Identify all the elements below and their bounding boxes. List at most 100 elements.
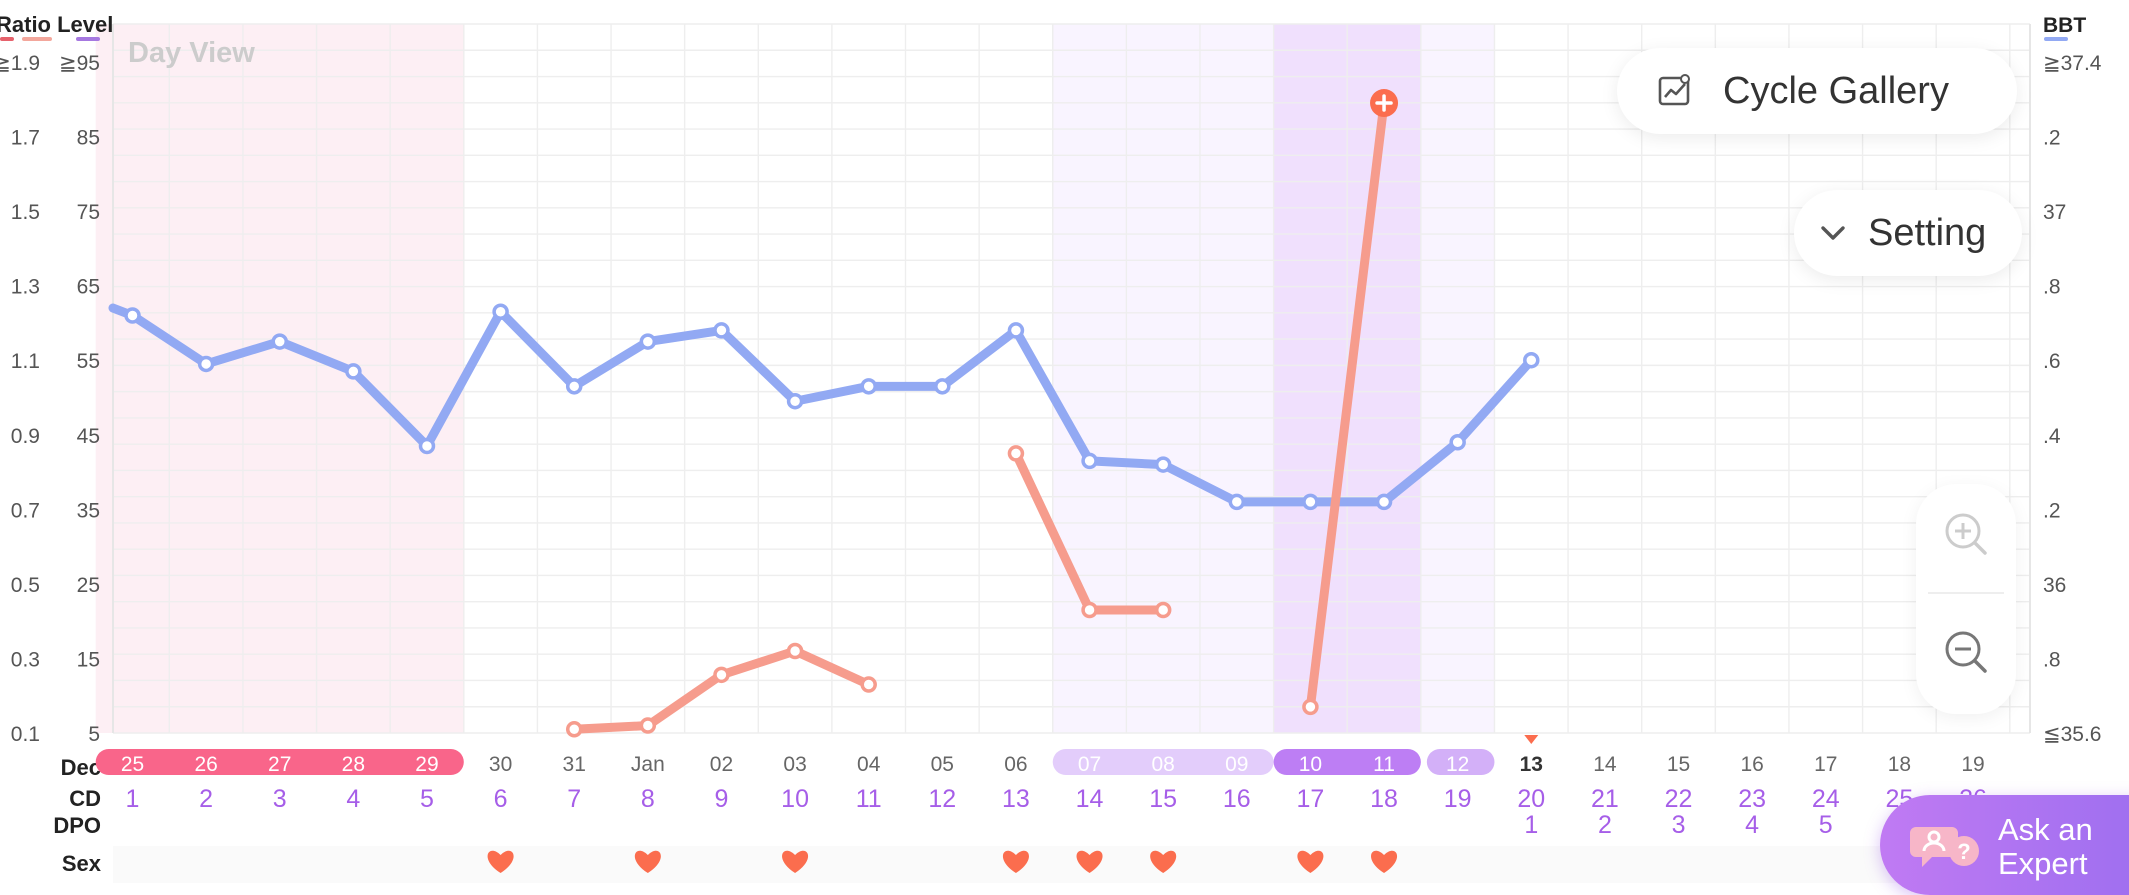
day-label: 28 <box>342 753 365 776</box>
bbt-point <box>1302 493 1319 511</box>
level-point <box>713 666 730 684</box>
level-tick-label: 65 <box>77 276 100 299</box>
day-label: 17 <box>1814 753 1837 776</box>
day-label: 14 <box>1593 753 1617 776</box>
level-tick-label: 45 <box>77 425 100 448</box>
cd-row-label: CD <box>69 786 101 811</box>
ask-expert-line2: Expert <box>1998 846 2088 881</box>
level-point <box>1154 601 1172 619</box>
ratio-tick-label: 1.1 <box>11 350 40 373</box>
ratio-swatch <box>0 37 14 41</box>
zoom-in-icon[interactable] <box>1942 510 1990 558</box>
bbt-point <box>1523 351 1540 369</box>
ask-expert-line1: Ask an <box>1998 812 2093 847</box>
sex-row-background <box>113 846 2033 883</box>
day-label: Jan <box>631 753 665 776</box>
dpo-label: 1 <box>1524 811 1538 839</box>
bbt-point <box>1228 493 1246 511</box>
day-label: 19 <box>1961 753 1984 776</box>
level-tick-label: 5 <box>88 723 100 746</box>
bbt-tick-label: .8 <box>2043 648 2061 671</box>
ratio-tick-label: 0.5 <box>11 574 40 597</box>
peak-plus-icon <box>1375 94 1393 112</box>
bbt-point <box>1449 433 1466 451</box>
cd-label: 23 <box>1738 785 1766 813</box>
bbt-tick-label: 36 <box>2043 574 2066 597</box>
day-label: 25 <box>121 753 144 776</box>
day-label: 26 <box>194 753 217 776</box>
ratio-tick-label: 1.3 <box>11 276 40 299</box>
bbt-tick-label: 37 <box>2043 201 2066 224</box>
ask-expert-button[interactable]: ? Ask an Expert <box>1880 795 2129 895</box>
day-label: 29 <box>415 753 438 776</box>
cd-label: 8 <box>641 785 655 813</box>
level-point <box>786 642 804 660</box>
bbt-point <box>271 333 288 350</box>
level-tick-label: 15 <box>77 648 100 671</box>
cd-label: 12 <box>928 785 956 813</box>
bbt-point <box>860 378 877 395</box>
dpo-label: 3 <box>1672 811 1686 839</box>
dpo-label: 4 <box>1745 811 1759 839</box>
cd-label: 20 <box>1517 785 1545 813</box>
heart-icon <box>1297 850 1324 873</box>
day-view-label[interactable]: Day View <box>128 37 255 69</box>
peak-band <box>1347 24 1421 733</box>
bbt-tick-label: .2 <box>2043 499 2061 522</box>
bbt-point <box>786 392 804 410</box>
cd-label: 6 <box>494 785 508 813</box>
level-tick-label: 55 <box>77 350 100 373</box>
cd-label: 18 <box>1370 785 1398 813</box>
cd-label: 14 <box>1076 785 1104 813</box>
cd-label: 7 <box>567 785 581 813</box>
dpo-label: 2 <box>1598 811 1612 839</box>
setting-label: Setting <box>1868 211 1987 254</box>
sex-row-label: Sex <box>62 851 102 876</box>
level-tick-label: 35 <box>77 499 100 522</box>
bbt-point <box>713 322 730 339</box>
dpo-label: 5 <box>1819 811 1833 839</box>
bottom-rows: Dec CD DPO Sex 251262273284295306317Jan8… <box>53 735 2033 883</box>
fertile-pill <box>1426 749 1495 775</box>
day-label: 05 <box>931 753 954 776</box>
level-swatch <box>22 37 52 41</box>
day-label: 18 <box>1888 753 1911 776</box>
ratio-tick-label: 0.7 <box>11 499 40 522</box>
setting-button[interactable]: Setting <box>1794 190 2022 276</box>
heart-icon <box>634 850 661 873</box>
chart-header: Ratio Level BBT Day View <box>0 12 2086 69</box>
bbt-tick-label: .2 <box>2043 127 2061 150</box>
heart-icon <box>1076 850 1103 873</box>
peak-pill <box>1273 749 1421 775</box>
day-label: 04 <box>857 753 881 776</box>
day-label: 12 <box>1446 753 1469 776</box>
level-tick-label: 85 <box>77 127 100 150</box>
day-label: 08 <box>1152 753 1175 776</box>
bbt-point <box>1154 456 1172 473</box>
ratio-tick-label: 0.1 <box>11 723 40 746</box>
period-band <box>95 24 170 733</box>
phase-bands <box>95 24 1495 733</box>
day-label: 03 <box>783 753 806 776</box>
day-label: 16 <box>1740 753 1763 776</box>
cd-label: 10 <box>781 785 809 813</box>
cd-label: 24 <box>1812 785 1840 813</box>
peak-band <box>1273 24 1348 733</box>
day-label: 07 <box>1078 753 1101 776</box>
bbt-tick-label: ≧37.4 <box>2043 52 2102 75</box>
cd-label: 3 <box>273 785 287 813</box>
day-label: 06 <box>1004 753 1027 776</box>
chevron-down-icon <box>1820 224 1846 242</box>
cycle-gallery-button[interactable]: Cycle Gallery <box>1617 48 2017 134</box>
cd-label: 1 <box>126 785 140 813</box>
cd-label: 4 <box>346 785 360 813</box>
period-pill <box>95 749 464 775</box>
period-band <box>390 24 464 733</box>
bbt-point <box>639 333 657 350</box>
bbt-title: BBT <box>2043 14 2086 37</box>
bbt-point <box>934 378 951 395</box>
zoom-out-icon[interactable] <box>1942 628 1990 676</box>
ratio-tick-label: 1.5 <box>11 201 40 224</box>
level-tick-label: 25 <box>77 574 100 597</box>
